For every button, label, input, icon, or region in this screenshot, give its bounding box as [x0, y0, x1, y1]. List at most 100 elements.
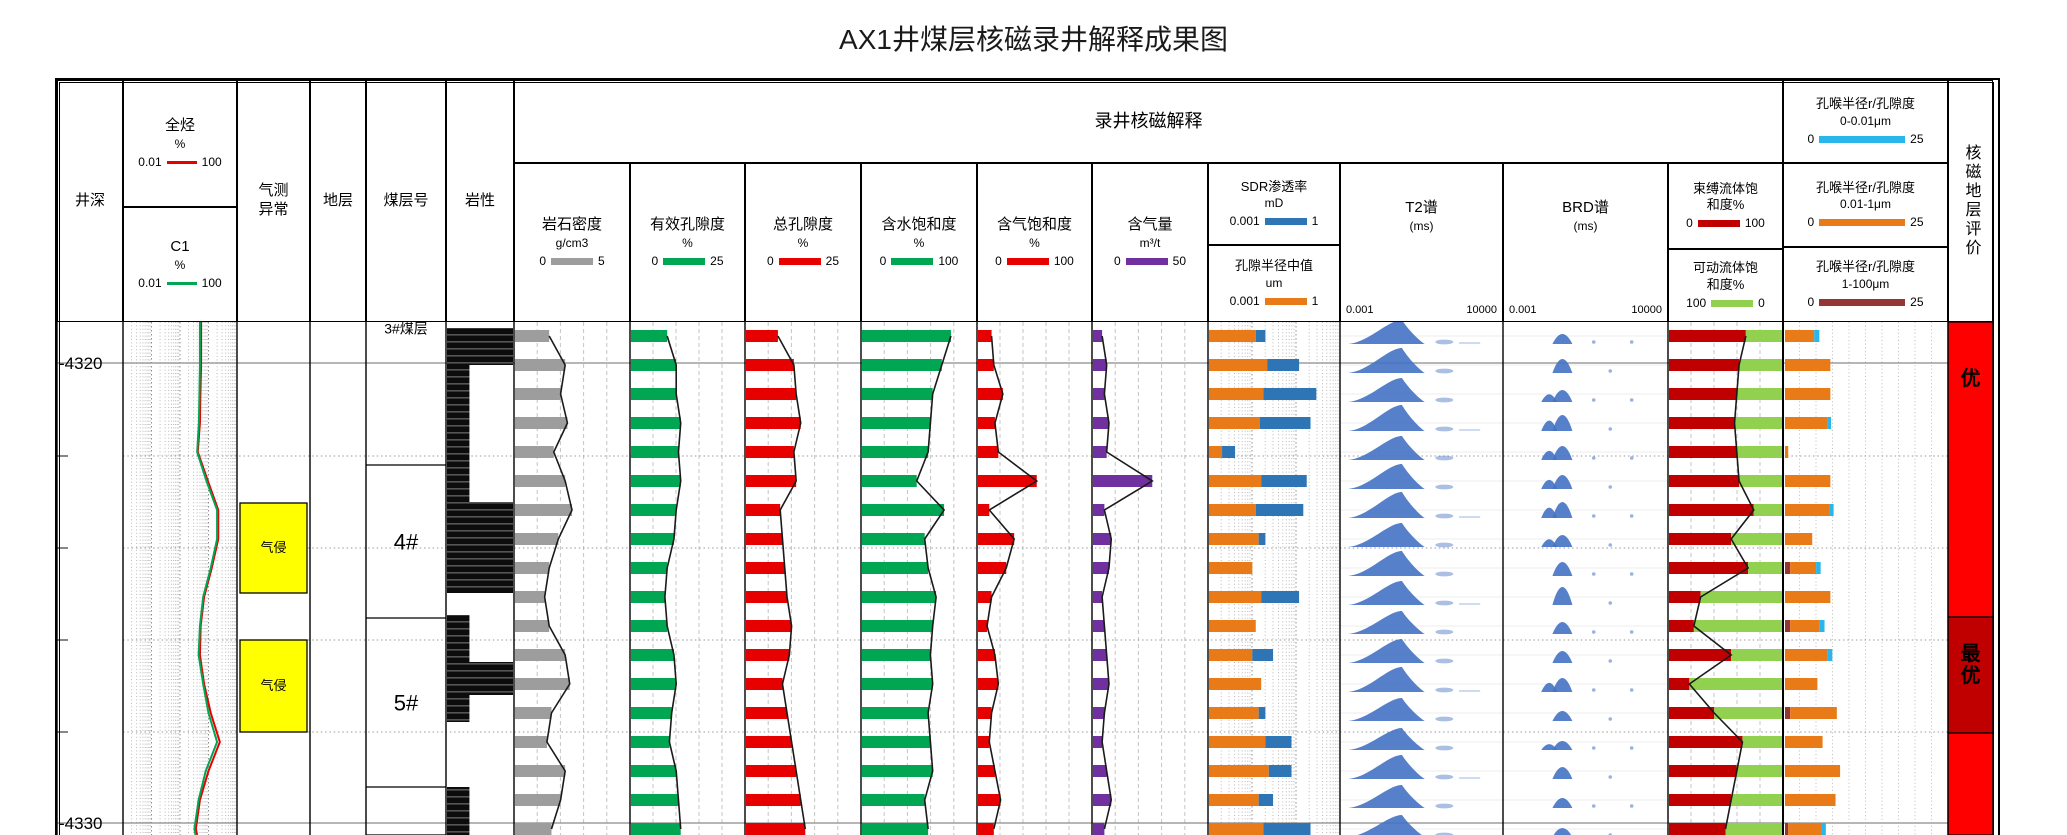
gas-sat-label: 含气饱和度 [996, 216, 1072, 234]
svg-text:-4320: -4320 [59, 354, 102, 373]
t2-label: T2谱 [1405, 199, 1438, 216]
sdr-perm-label: SDR渗透率 [1240, 178, 1308, 194]
pt-macro-scale-bar [1819, 298, 1906, 306]
eff-porosity-label: 有效孔隙度 [649, 216, 725, 234]
water-sat-min: 0 [879, 253, 887, 268]
t2-unit: (ms) [1409, 218, 1434, 233]
header-pt-micro: 孔喉半径r/孔隙度 0-0.01μm 0 25 [1783, 80, 1948, 163]
c1-scale: 0.01 100 [138, 276, 221, 291]
bound-fluid-label-1: 束缚流体饱 [1692, 180, 1758, 196]
track-gas-sat [978, 330, 1039, 835]
c1-min: 0.01 [138, 275, 162, 290]
header-gas-content: 含气量 m³/t 0 50 [1092, 163, 1208, 322]
lithology-label: 岩性 [464, 191, 495, 209]
t2-scale: 0.001 10000 [1346, 304, 1497, 318]
sdr-perm-scale-bar [1264, 218, 1307, 226]
eff-porosity-unit: % [682, 235, 693, 250]
evaluation-label: 核磁地层评价 [1962, 144, 1980, 258]
gas-anomaly-label-1: 气测 [258, 182, 289, 200]
gas-sat-scale-bar [1006, 257, 1049, 265]
gas-content-label: 含气量 [1127, 216, 1173, 234]
track-pore-throat [1785, 330, 1841, 835]
water-sat-unit: % [913, 235, 925, 250]
pt-micro-label: 孔喉半径r/孔隙度 [1816, 96, 1915, 112]
pt-meso-scale-bar [1819, 219, 1906, 227]
density-scale-bar [551, 257, 593, 265]
header-seam: 煤层号 [366, 80, 446, 322]
tot-porosity-label: 总孔隙度 [772, 216, 833, 234]
track-sdr [1209, 330, 1317, 835]
header-pt-macro: 孔喉半径r/孔隙度 1-100μm 0 25 [1783, 247, 1948, 322]
density-label: 岩石密度 [541, 216, 602, 234]
header-sdr-perm: SDR渗透率 mD 0.001 1 [1208, 163, 1340, 245]
movable-fluid-min: 100 [1686, 295, 1707, 310]
track-eff-porosity [631, 330, 682, 835]
bound-fluid-min: 0 [1686, 216, 1693, 231]
track-density [515, 330, 573, 835]
t2-min: 0.001 [1346, 304, 1374, 317]
c1-label: C1 [170, 238, 190, 256]
pt-macro-range: 1-100μm [1841, 276, 1890, 291]
pt-micro-max: 25 [1910, 131, 1924, 146]
gas-sat-max: 100 [1053, 253, 1074, 268]
seam-cells: 3#煤层 4# 5# [366, 321, 446, 835]
tot-porosity-min: 0 [766, 253, 774, 268]
gas-content-unit: m³/t [1139, 235, 1161, 250]
c1-scale-line [166, 281, 197, 285]
density-unit: g/cm3 [555, 235, 589, 250]
header-nmr-group: 录井核磁解释 [514, 80, 1783, 163]
pt-meso-label: 孔喉半径r/孔隙度 [1816, 179, 1915, 195]
depth-lines [57, 362, 1948, 824]
header-t2: T2谱 (ms) 0.001 10000 [1340, 163, 1503, 322]
chart-title: AX1井煤层核磁录井解释成果图 [839, 24, 1228, 55]
eff-porosity-min: 0 [651, 253, 659, 268]
header-density: 岩石密度 g/cm3 0 5 [514, 163, 630, 322]
pt-meso-min: 0 [1807, 215, 1815, 230]
track-gas-content [1093, 330, 1154, 835]
brd-max: 10000 [1631, 304, 1662, 317]
svg-text:3#煤层: 3#煤层 [384, 321, 428, 337]
brd-min: 0.001 [1509, 304, 1537, 317]
header-c1: C1 % 0.01 100 [123, 207, 237, 322]
header-gas-sat: 含气饱和度 % 0 100 [977, 163, 1092, 322]
movable-fluid-label-1: 可动流体饱 [1692, 260, 1758, 276]
depth-labels: -4320 -4330 [59, 354, 102, 833]
eff-porosity-scale-bar [663, 257, 706, 265]
total-hc-scale-line [166, 160, 197, 164]
water-sat-max: 100 [938, 253, 959, 268]
tot-porosity-max: 25 [825, 253, 840, 268]
header-bound-fluid: 束缚流体饱 和度% 0 100 [1668, 163, 1783, 249]
eff-porosity-max: 25 [710, 253, 724, 268]
pt-micro-min: 0 [1807, 131, 1815, 146]
pt-micro-range: 0-0.01μm [1840, 113, 1891, 128]
track-water-sat [862, 330, 952, 835]
total-hc-unit: % [174, 136, 186, 151]
lithology [447, 328, 513, 835]
sdr-perm-min: 0.001 [1229, 214, 1260, 229]
header-eff-porosity: 有效孔隙度 % 0 25 [630, 163, 745, 322]
tot-porosity-unit: % [797, 235, 809, 250]
track-evaluation: 优最优 [1947, 321, 1994, 835]
brd-label: BRD谱 [1562, 199, 1609, 216]
bound-fluid-scale-bar [1697, 220, 1740, 228]
total-hc-min: 0.01 [138, 154, 162, 169]
t2-max: 10000 [1466, 304, 1497, 317]
gas-sat-unit: % [1029, 235, 1040, 250]
movable-fluid-scale-bar [1711, 299, 1754, 307]
bound-fluid-label-2: 和度% [1706, 197, 1745, 212]
track-gas-curves [193, 322, 221, 835]
grid [131, 322, 1932, 835]
header-formation: 地层 [310, 80, 366, 322]
header-pt-meso: 孔喉半径r/孔隙度 0.01-1μm 0 25 [1783, 163, 1948, 247]
pt-macro-min: 0 [1807, 294, 1815, 309]
gas-anomaly-label-2: 异常 [258, 201, 289, 218]
track-fluid [1669, 330, 1782, 835]
c1-max: 100 [201, 275, 222, 290]
sdr-perm-max: 1 [1311, 214, 1319, 229]
svg-text:优: 优 [1961, 663, 1981, 687]
gas-sat-min: 0 [995, 253, 1002, 268]
total-hc-scale: 0.01 100 [138, 155, 221, 170]
pt-macro-label: 孔喉半径r/孔隙度 [1816, 259, 1915, 275]
gas-content-max: 50 [1172, 253, 1187, 268]
tot-porosity-scale-bar [778, 257, 821, 265]
